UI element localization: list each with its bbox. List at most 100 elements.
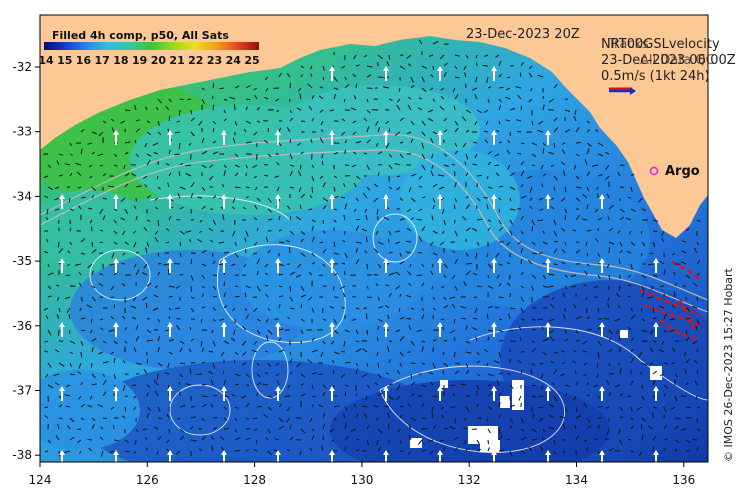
velocity-vector xyxy=(188,142,192,146)
velocity-vector xyxy=(575,249,581,254)
velocity-vector xyxy=(156,450,159,455)
velocity-vector xyxy=(387,238,390,243)
velocity-vector xyxy=(606,379,610,386)
velocity-vector xyxy=(398,307,401,312)
velocity-vector xyxy=(388,230,392,236)
velocity-vector xyxy=(165,228,170,232)
velocity-vector xyxy=(264,263,269,268)
velocity-vector xyxy=(395,271,401,276)
velocity-vector xyxy=(696,273,701,276)
velocity-vector xyxy=(188,239,192,243)
velocity-vector xyxy=(341,351,346,353)
velocity-vector xyxy=(608,274,611,280)
velocity-vector xyxy=(366,186,371,191)
velocity-vector xyxy=(498,98,502,103)
velocity-vector xyxy=(443,362,448,367)
velocity-vector xyxy=(674,439,680,443)
velocity-vector xyxy=(124,450,130,453)
velocity-vector xyxy=(597,174,603,177)
velocity-vector xyxy=(375,283,379,287)
velocity-vector xyxy=(399,153,404,159)
velocity-vector xyxy=(256,373,261,378)
velocity-vector xyxy=(80,403,86,408)
velocity-vector xyxy=(373,404,379,408)
velocity-vector xyxy=(310,65,313,70)
velocity-vector xyxy=(234,164,240,168)
velocity-vector xyxy=(443,339,448,342)
north-arrow-marker xyxy=(437,386,443,401)
velocity-vector xyxy=(691,438,698,441)
velocity-vector xyxy=(179,340,185,345)
velocity-vector xyxy=(487,373,494,377)
velocity-vector xyxy=(520,437,527,441)
velocity-vector xyxy=(69,172,73,177)
velocity-vector xyxy=(431,406,434,413)
velocity-vector xyxy=(498,219,502,225)
velocity-vector xyxy=(377,428,383,434)
velocity-vector xyxy=(133,205,137,210)
velocity-vector xyxy=(429,372,434,375)
velocity-vector xyxy=(387,314,390,320)
velocity-vector xyxy=(465,325,468,331)
velocity-vector xyxy=(89,219,93,224)
velocity-vector xyxy=(242,362,247,366)
velocity-vector xyxy=(498,120,501,125)
velocity-vector xyxy=(630,380,634,386)
velocity-vector xyxy=(509,107,516,111)
velocity-vector xyxy=(496,274,500,279)
velocity-vector xyxy=(377,54,383,60)
velocity-vector xyxy=(200,340,203,347)
velocity-vector xyxy=(241,340,247,346)
velocity-vector xyxy=(331,360,335,364)
velocity-vector xyxy=(121,315,126,320)
velocity-vector xyxy=(319,241,324,244)
velocity-vector xyxy=(344,423,347,430)
velocity-vector xyxy=(321,160,324,166)
north-arrow-marker xyxy=(113,258,119,273)
velocity-vector xyxy=(91,241,94,247)
velocity-vector xyxy=(201,285,205,289)
velocity-vector xyxy=(685,228,690,232)
velocity-vector xyxy=(395,241,401,244)
velocity-vector xyxy=(278,285,283,288)
north-arrow-marker xyxy=(437,450,443,462)
velocity-vector xyxy=(78,205,82,210)
velocity-vector xyxy=(154,285,159,289)
velocity-vector xyxy=(90,329,93,334)
velocity-vector xyxy=(110,285,115,291)
velocity-vector xyxy=(355,448,360,452)
velocity-vector xyxy=(69,329,71,335)
velocity-vector xyxy=(388,395,394,401)
velocity-vector xyxy=(509,450,513,457)
velocity-vector xyxy=(91,186,96,192)
velocity-vector xyxy=(245,164,248,169)
velocity-vector xyxy=(163,263,170,266)
velocity-vector xyxy=(407,403,412,408)
velocity-vector xyxy=(508,313,511,320)
velocity-vector xyxy=(352,131,357,135)
velocity-vector xyxy=(399,141,404,144)
velocity-vector xyxy=(475,76,478,83)
velocity-vector xyxy=(520,247,524,254)
velocity-vector xyxy=(343,98,346,103)
velocity-vector xyxy=(529,205,533,210)
velocity-vector xyxy=(234,285,239,288)
velocity-vector xyxy=(274,98,280,102)
velocity-vector xyxy=(212,140,217,144)
velocity-vector xyxy=(463,439,467,445)
velocity-vector xyxy=(245,106,248,111)
velocity-vector xyxy=(541,326,544,331)
velocity-vector xyxy=(608,329,613,335)
velocity-vector xyxy=(388,251,393,254)
velocity-vector xyxy=(586,171,591,177)
legend-overlay-line1: Tracks xyxy=(607,37,649,52)
velocity-vector xyxy=(377,373,382,379)
velocity-vector xyxy=(278,349,285,353)
velocity-vector xyxy=(472,272,478,276)
velocity-vector xyxy=(98,131,104,137)
north-arrow-marker xyxy=(599,322,605,337)
velocity-vector xyxy=(537,129,544,133)
north-arrow-marker xyxy=(653,386,659,401)
velocity-vector xyxy=(322,182,326,188)
north-arrow-marker xyxy=(491,194,497,209)
